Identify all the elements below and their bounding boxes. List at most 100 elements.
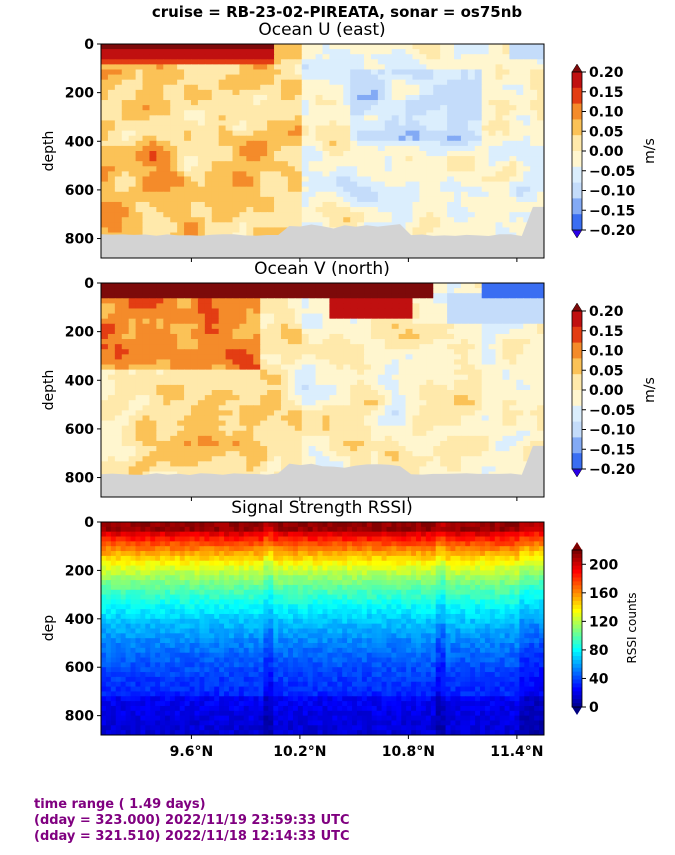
heatmap-cell (433, 44, 441, 50)
heatmap-cell (225, 156, 234, 162)
heatmap-cell (530, 161, 538, 167)
heatmap-cell (440, 451, 448, 457)
heatmap-cell (274, 369, 282, 376)
heatmap-cell (225, 415, 234, 422)
heatmap-cell (190, 303, 199, 310)
heatmap-cell (460, 425, 469, 432)
heatmap-cell (135, 49, 144, 55)
y-tick-label: 0 (84, 37, 94, 53)
heatmap-cell (370, 390, 379, 396)
heatmap-cell (426, 339, 434, 345)
heatmap-cell (135, 435, 144, 442)
heatmap-cell (370, 369, 379, 376)
heatmap-cell (405, 384, 414, 391)
heatmap-cell (204, 161, 213, 167)
heatmap-cell (177, 135, 185, 142)
heatmap-cell (204, 333, 213, 340)
heatmap-cell (163, 145, 171, 152)
heatmap-cell (308, 318, 317, 325)
heatmap-cell (315, 120, 324, 127)
heatmap-cell (336, 181, 344, 188)
heatmap-cell (398, 79, 407, 86)
heatmap-cell (495, 140, 504, 147)
heatmap-cell (128, 110, 137, 116)
heatmap-cell (253, 176, 261, 183)
heatmap-cell (253, 288, 261, 294)
heatmap-cell (260, 140, 268, 147)
heatmap-cell (460, 451, 469, 457)
heatmap-cell (121, 328, 130, 335)
heatmap-cell (405, 79, 414, 86)
heatmap-cell (364, 176, 372, 183)
heatmap-cell (502, 359, 510, 366)
heatmap-cell (329, 105, 337, 111)
heatmap-cell (156, 176, 164, 183)
y-tick-label: 200 (65, 86, 94, 102)
heatmap-cell (391, 64, 400, 71)
heatmap-cell (537, 323, 544, 330)
heatmap-cell (370, 54, 379, 60)
heatmap-cell (481, 130, 490, 137)
heatmap-cell (114, 308, 123, 315)
heatmap-cell (204, 390, 213, 396)
heatmap-cell (398, 105, 407, 111)
heatmap-cell (225, 344, 234, 350)
heatmap-cell (481, 440, 490, 447)
heatmap-cell (398, 344, 407, 350)
heatmap-cell (267, 145, 275, 152)
heatmap-cell (121, 354, 130, 361)
heatmap-cell (391, 54, 400, 60)
heatmap-cell (267, 323, 275, 330)
heatmap-cell (114, 110, 123, 116)
heatmap-cell (149, 333, 157, 340)
heatmap-cell (370, 89, 379, 96)
heatmap-cell (454, 181, 462, 188)
heatmap-cell (405, 451, 414, 457)
heatmap-cell (232, 333, 241, 340)
heatmap-cell (454, 145, 462, 152)
heatmap-cell (537, 100, 544, 106)
heatmap-cell (163, 54, 171, 60)
heatmap-cell (329, 89, 337, 96)
heatmap-cell (170, 201, 178, 208)
ylabel-u: depth (41, 131, 57, 172)
heatmap-cell (294, 145, 303, 152)
heatmap-cell (301, 359, 310, 366)
heatmap-cell (440, 64, 448, 71)
heatmap-cell (225, 49, 234, 55)
heatmap-cell (232, 354, 241, 361)
heatmap-cell (391, 395, 400, 401)
heatmap-cell (197, 298, 206, 304)
heatmap-cell (481, 89, 490, 96)
heatmap-cell (350, 166, 358, 172)
heatmap-cell (343, 359, 351, 366)
heatmap-cell (350, 49, 358, 55)
heatmap-cell (101, 364, 109, 371)
heatmap-cell (177, 222, 185, 229)
heatmap-cell (537, 84, 544, 91)
heatmap-cell (287, 171, 296, 178)
heatmap-cell (218, 105, 227, 111)
heatmap-cell (267, 110, 275, 116)
heatmap-cell (190, 415, 199, 422)
heatmap-cell (384, 151, 393, 157)
heatmap-cell (170, 217, 178, 223)
heatmap-cell (211, 333, 220, 340)
heatmap-cell (121, 59, 130, 65)
heatmap-cell (377, 349, 386, 355)
heatmap-cell (246, 140, 254, 147)
heatmap-cell (101, 283, 109, 289)
heatmap-cell (370, 288, 379, 294)
heatmap-cell (322, 181, 331, 188)
heatmap-cell (101, 176, 109, 183)
heatmap-cell (253, 379, 261, 386)
heatmap-cell (343, 313, 351, 320)
heatmap-cell (225, 379, 234, 386)
heatmap-cell (301, 405, 310, 411)
heatmap-cell (149, 283, 157, 289)
heatmap-cell (419, 405, 427, 411)
heatmap-cell (239, 435, 247, 442)
heatmap-cell (287, 166, 296, 172)
heatmap-cell (537, 59, 544, 65)
